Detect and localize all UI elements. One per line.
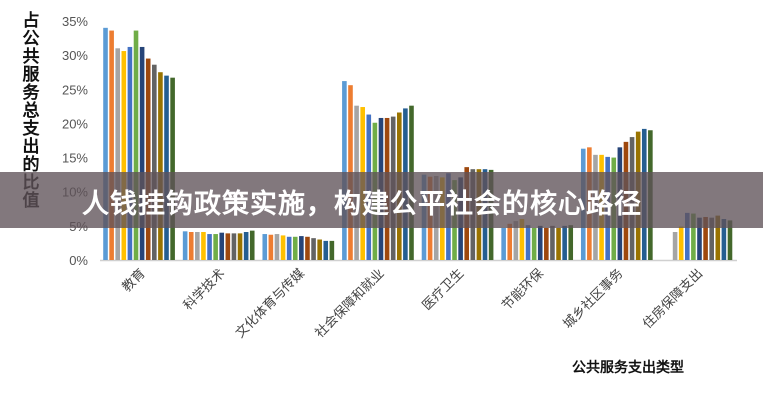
bar bbox=[121, 51, 127, 260]
bar bbox=[195, 232, 200, 260]
bar bbox=[556, 227, 561, 260]
bar bbox=[292, 236, 298, 260]
bar bbox=[219, 232, 225, 260]
bar bbox=[249, 230, 255, 260]
bar bbox=[323, 240, 329, 260]
bar bbox=[691, 213, 696, 260]
bar bbox=[684, 212, 690, 260]
bar bbox=[207, 234, 212, 260]
bar bbox=[721, 219, 727, 260]
bar bbox=[243, 232, 249, 260]
bar bbox=[562, 225, 567, 260]
bar bbox=[115, 48, 121, 260]
bar bbox=[231, 233, 237, 260]
bar bbox=[311, 238, 316, 260]
x-tick-label: 城乡社区事务 bbox=[560, 266, 626, 332]
bar bbox=[280, 235, 286, 260]
y-tick-label: 20% bbox=[62, 116, 88, 131]
bar bbox=[152, 64, 157, 261]
bar bbox=[507, 223, 513, 260]
bar bbox=[709, 217, 714, 260]
bar bbox=[678, 226, 684, 260]
x-tick-label: 文化体育与传媒 bbox=[232, 266, 308, 342]
x-tick-label: 节能环保 bbox=[499, 266, 546, 313]
bar bbox=[133, 30, 139, 261]
bar bbox=[109, 30, 114, 261]
bar bbox=[274, 234, 280, 260]
bar bbox=[225, 233, 231, 260]
bar bbox=[342, 81, 347, 260]
bar bbox=[544, 227, 549, 260]
bar bbox=[531, 227, 537, 260]
y-tick-label: 15% bbox=[62, 151, 88, 166]
bar bbox=[182, 231, 188, 260]
bar bbox=[329, 240, 335, 260]
bar bbox=[170, 77, 175, 260]
bar bbox=[262, 234, 268, 260]
y-tick-label: 25% bbox=[62, 82, 88, 97]
bar bbox=[305, 236, 310, 260]
bar bbox=[286, 236, 292, 260]
bar bbox=[568, 225, 574, 260]
bar bbox=[299, 236, 304, 260]
bar bbox=[127, 46, 133, 260]
y-tick-label: 35% bbox=[62, 14, 88, 29]
bar bbox=[103, 27, 108, 261]
bar bbox=[158, 72, 163, 260]
bar bbox=[213, 234, 218, 260]
x-axis-title: 公共服务支出类型 bbox=[572, 360, 684, 376]
banner-title: 人钱挂钩政策实施，构建公平社会的核心路径 bbox=[82, 189, 642, 220]
bar bbox=[727, 220, 733, 260]
bar bbox=[537, 225, 543, 260]
x-tick-label: 社会保障和就业 bbox=[312, 266, 388, 342]
bar bbox=[201, 232, 206, 260]
y-tick-label: 30% bbox=[62, 48, 88, 63]
bar bbox=[317, 239, 322, 260]
bar bbox=[164, 75, 169, 260]
x-tick-label: 教育 bbox=[119, 266, 149, 296]
bar bbox=[237, 233, 243, 260]
bar bbox=[139, 46, 145, 260]
bar bbox=[145, 58, 151, 260]
bar bbox=[697, 217, 702, 260]
bar bbox=[550, 225, 555, 260]
bar bbox=[525, 225, 531, 260]
title-banner: 人钱挂钩政策实施，构建公平社会的核心路径 bbox=[0, 172, 763, 228]
bar bbox=[715, 215, 721, 260]
y-tick-label: 0% bbox=[69, 253, 88, 268]
bar bbox=[672, 232, 678, 260]
bar bbox=[513, 221, 519, 260]
x-tick-label: 住房保障支出 bbox=[640, 266, 706, 332]
bar bbox=[519, 219, 525, 260]
bar bbox=[268, 234, 274, 260]
bar bbox=[188, 232, 194, 260]
x-tick-label: 科学技术 bbox=[180, 266, 228, 314]
bar bbox=[501, 227, 506, 260]
bar bbox=[703, 216, 708, 260]
x-tick-label: 医疗卫生 bbox=[420, 266, 467, 313]
